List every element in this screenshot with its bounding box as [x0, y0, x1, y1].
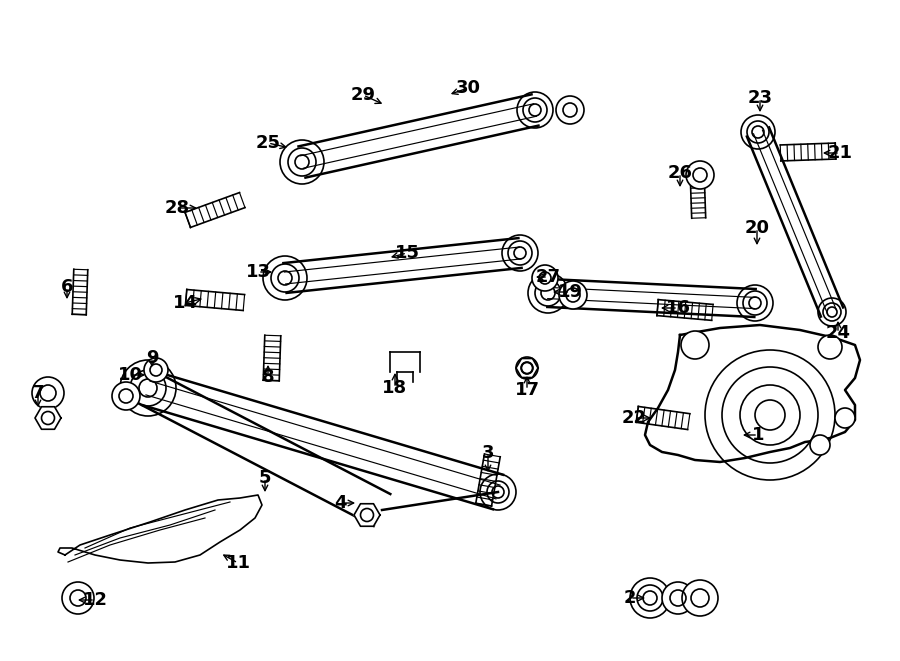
Circle shape	[559, 281, 587, 309]
Text: 20: 20	[744, 219, 770, 237]
Text: 30: 30	[455, 79, 481, 97]
Circle shape	[818, 335, 842, 359]
Polygon shape	[284, 238, 522, 293]
Text: 22: 22	[622, 409, 646, 427]
Text: 23: 23	[748, 89, 772, 107]
Circle shape	[62, 582, 94, 614]
Text: 6: 6	[61, 278, 73, 296]
Polygon shape	[143, 372, 498, 510]
Text: 12: 12	[83, 591, 107, 609]
Text: 8: 8	[262, 368, 274, 386]
Polygon shape	[35, 407, 61, 429]
Text: 15: 15	[394, 244, 419, 262]
Circle shape	[835, 408, 855, 428]
Text: 19: 19	[557, 283, 582, 301]
Circle shape	[32, 377, 64, 409]
Text: 24: 24	[825, 324, 850, 342]
Polygon shape	[547, 279, 756, 317]
Text: 11: 11	[226, 554, 250, 572]
Text: 14: 14	[173, 294, 197, 312]
Text: 7: 7	[32, 384, 44, 402]
Circle shape	[810, 435, 830, 455]
Text: 26: 26	[668, 164, 692, 182]
Polygon shape	[645, 325, 860, 462]
Polygon shape	[299, 95, 538, 178]
Circle shape	[516, 357, 538, 379]
Polygon shape	[516, 358, 538, 377]
Circle shape	[681, 331, 709, 359]
Text: 21: 21	[827, 144, 852, 162]
Circle shape	[556, 96, 584, 124]
Polygon shape	[58, 495, 262, 563]
Text: 16: 16	[665, 299, 690, 317]
Polygon shape	[354, 504, 380, 526]
Circle shape	[112, 382, 140, 410]
Text: 29: 29	[350, 86, 375, 104]
Text: 28: 28	[165, 199, 190, 217]
Text: 10: 10	[118, 366, 142, 384]
Text: 27: 27	[536, 268, 561, 286]
Text: 1: 1	[752, 426, 764, 444]
Text: 2: 2	[624, 589, 636, 607]
Text: 13: 13	[246, 263, 271, 281]
Text: 5: 5	[259, 469, 271, 487]
Text: 18: 18	[382, 379, 408, 397]
Text: 9: 9	[146, 349, 158, 367]
Circle shape	[144, 358, 168, 382]
Text: 4: 4	[334, 494, 346, 512]
Circle shape	[662, 582, 694, 614]
Circle shape	[686, 161, 714, 189]
Circle shape	[532, 265, 558, 291]
Text: 3: 3	[482, 444, 494, 462]
Text: 17: 17	[515, 381, 539, 399]
Polygon shape	[747, 128, 843, 317]
Circle shape	[682, 580, 718, 616]
Text: 25: 25	[256, 134, 281, 152]
